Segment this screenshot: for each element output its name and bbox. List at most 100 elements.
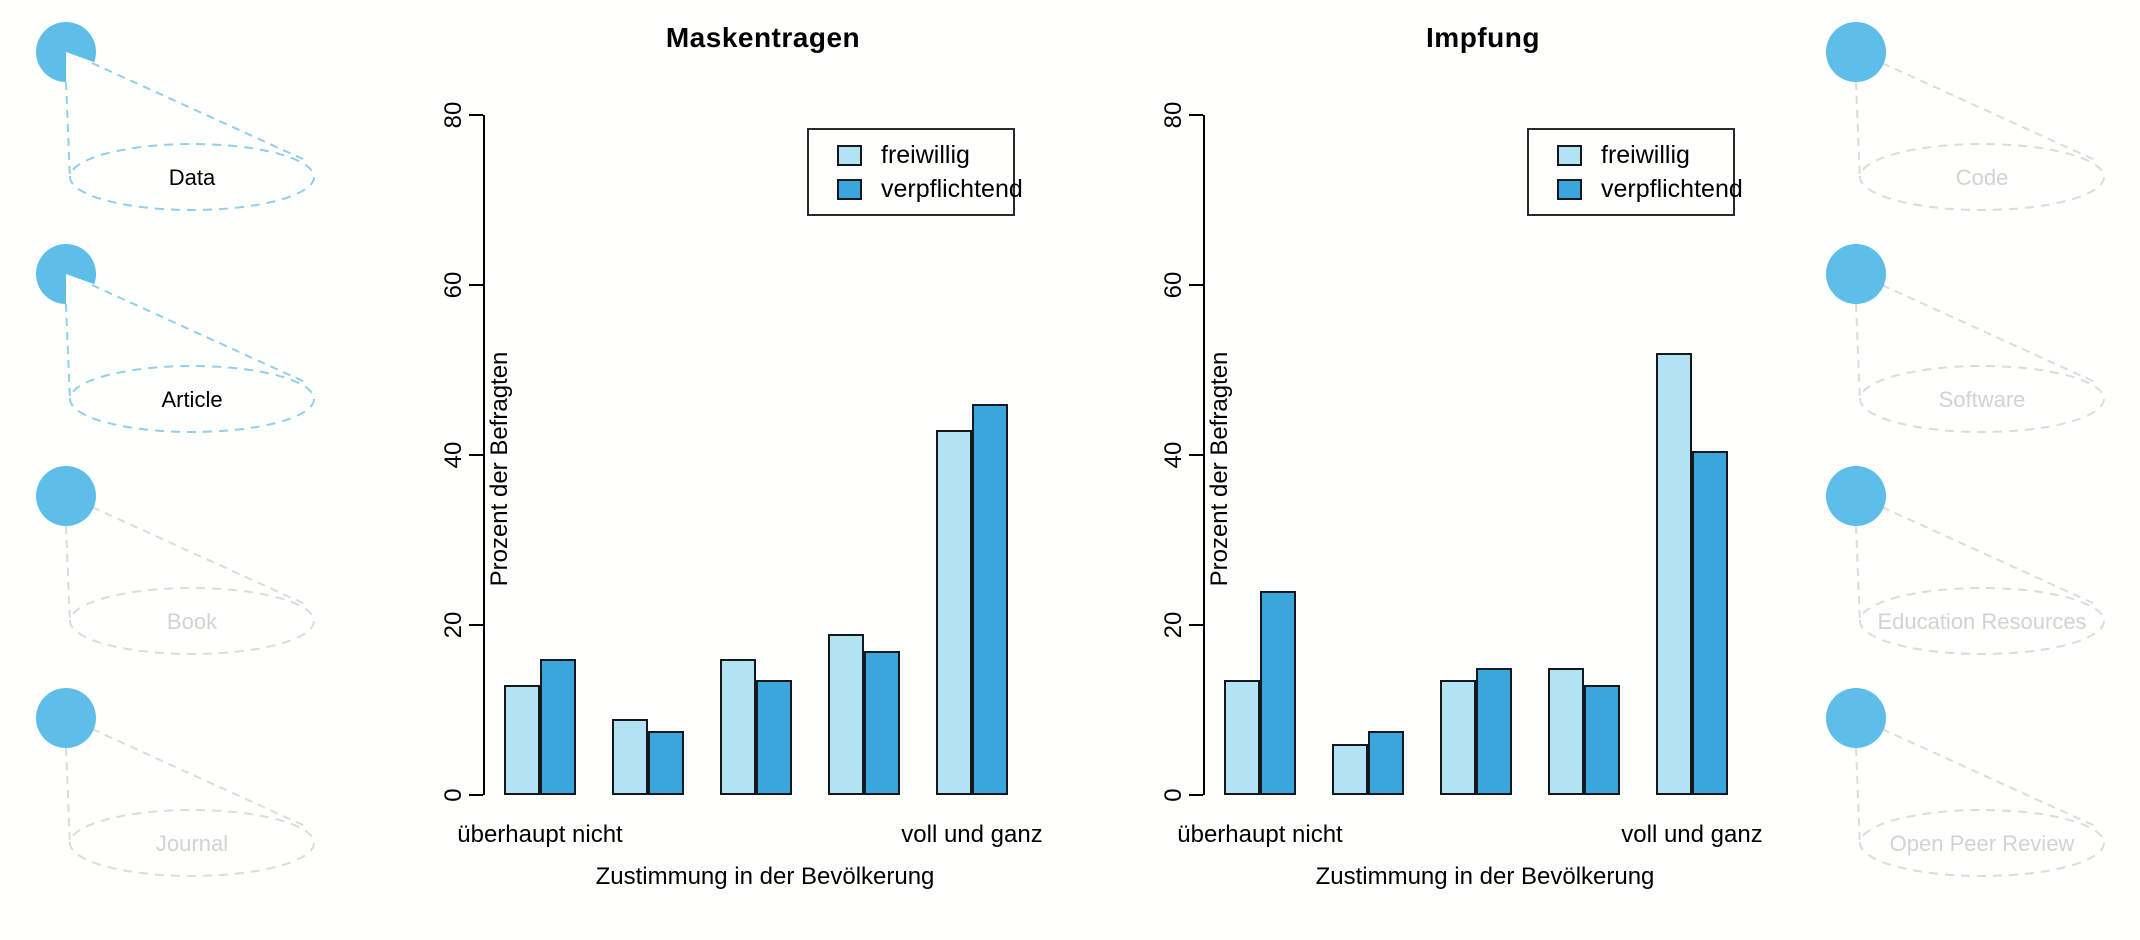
spotlight-item-code: Code <box>1826 22 2105 211</box>
x-axis-label: Zustimmung in der Bevölkerung <box>1315 863 1655 890</box>
legend-label: verpflichtend <box>881 175 1023 203</box>
x-category-label-first: überhaupt nicht <box>457 821 623 848</box>
spotlight-item-data: Data <box>36 22 315 211</box>
bar-verpflichtend-group2 <box>648 731 684 795</box>
target-ellipse <box>1859 143 2105 211</box>
legend-box: freiwillig verpflichtend <box>1527 128 1743 216</box>
target-ellipse <box>69 365 315 433</box>
chart-title: Impfung <box>1426 22 1540 53</box>
full-circle-icon <box>36 688 96 748</box>
spotlight-item-open-peer-review: Open Peer Review <box>1826 688 2105 877</box>
spotlight-label: Open Peer Review <box>1890 831 2075 856</box>
spotlight-label: Software <box>1939 387 2026 412</box>
spotlight-label: Education Resources <box>1877 609 2086 634</box>
beam-line <box>1855 525 1861 625</box>
beam-line <box>91 284 306 383</box>
bar-verpflichtend-group3 <box>1476 667 1512 795</box>
beam-line <box>1881 62 2096 161</box>
legend-label: verpflichtend <box>1601 175 1743 203</box>
bar-verpflichtend-group4 <box>864 650 900 795</box>
spotlight-item-book: Book <box>36 466 315 655</box>
bar-verpflichtend-group3 <box>756 680 792 795</box>
y-tick <box>469 624 483 626</box>
x-axis-label: Zustimmung in der Bevölkerung <box>595 863 935 890</box>
target-ellipse <box>1859 587 2105 655</box>
beam-line <box>65 525 71 625</box>
spotlight-item-journal: Journal <box>36 688 315 877</box>
chart-impfung: Impfung Prozent der Befragten überhaupt … <box>1000 0 1763 940</box>
pie-circle-icon <box>36 244 97 304</box>
bar-freiwillig-group2 <box>1332 744 1368 795</box>
beam-line <box>91 506 306 605</box>
y-tick-label: 60 <box>440 271 467 299</box>
bar-verpflichtend-group2 <box>1368 731 1404 795</box>
plot-area: Prozent der Befragten überhaupt nicht vo… <box>1160 102 1765 890</box>
bar-freiwillig-group4 <box>1548 667 1584 795</box>
target-ellipse <box>1859 809 2105 877</box>
beam-line <box>91 728 306 827</box>
y-tick <box>469 794 483 796</box>
y-tick-label: 20 <box>1160 611 1187 639</box>
legend-swatch-light <box>1557 145 1582 166</box>
bar-verpflichtend-group1 <box>1260 591 1296 795</box>
target-ellipse <box>1859 365 2105 433</box>
y-tick <box>1189 454 1203 456</box>
bar-freiwillig-group2 <box>612 718 648 795</box>
beam-line <box>1855 303 1861 403</box>
legend-entry-freiwillig: freiwillig <box>809 140 1017 170</box>
chart-maskentragen: Maskentragen Prozent der Befragten überh… <box>280 0 1043 940</box>
plot-area: Prozent der Befragten überhaupt nicht vo… <box>440 102 1045 890</box>
y-tick <box>469 114 483 116</box>
x-category-label-first: überhaupt nicht <box>1177 821 1343 848</box>
target-ellipse <box>69 143 315 211</box>
legend-label: freiwillig <box>1601 141 1690 169</box>
beam-line <box>91 62 306 161</box>
beam-line <box>65 81 71 181</box>
full-circle-icon <box>36 466 96 526</box>
y-tick <box>1189 624 1203 626</box>
spotlight-label: Journal <box>156 831 228 856</box>
x-category-label-last: voll und ganz <box>1621 821 1763 848</box>
bar-verpflichtend-group1 <box>540 659 576 795</box>
legend-entry-freiwillig: freiwillig <box>1529 140 1737 170</box>
target-ellipse <box>69 809 315 877</box>
pie-circle-icon <box>36 22 97 82</box>
y-tick-label: 80 <box>440 101 467 129</box>
y-tick-label: 60 <box>1160 271 1187 299</box>
bar-freiwillig-group3 <box>720 659 756 795</box>
spotlight-item-software: Software <box>1826 244 2105 433</box>
beam-line <box>1881 284 2096 383</box>
bar-freiwillig-group1 <box>1224 680 1260 795</box>
beam-line <box>1881 506 2096 605</box>
left-decoration-panel: Data Article Book Journal <box>0 0 330 940</box>
right-decoration-panel: Code Software Education Resources Open Peer… <box>1790 0 2120 940</box>
y-tick <box>1189 794 1203 796</box>
y-tick <box>469 284 483 286</box>
y-tick-label: 40 <box>440 441 467 469</box>
y-tick <box>1189 114 1203 116</box>
bar-freiwillig-group5 <box>1656 353 1692 795</box>
bar-freiwillig-group3 <box>1440 680 1476 795</box>
spotlight-label: Code <box>1956 165 2009 190</box>
legend-box: freiwillig verpflichtend <box>807 128 1023 216</box>
y-axis-label: Prozent der Befragten <box>1206 351 1233 587</box>
chart-title: Maskentragen <box>665 22 861 53</box>
y-tick-label: 40 <box>1160 441 1187 469</box>
y-tick-label: 0 <box>1160 788 1187 802</box>
y-tick-label: 20 <box>440 611 467 639</box>
spotlight-item-article: Article <box>36 244 315 433</box>
y-tick-label: 80 <box>1160 101 1187 129</box>
y-tick-label: 0 <box>440 788 467 802</box>
full-circle-icon <box>1826 688 1886 748</box>
legend-entry-verpflichtend: verpflichtend <box>1529 174 1743 204</box>
legend-swatch-dark <box>837 179 862 200</box>
y-tick <box>1189 284 1203 286</box>
target-ellipse <box>69 587 315 655</box>
beam-line <box>1855 81 1861 181</box>
beam-line <box>65 747 71 847</box>
y-tick <box>469 454 483 456</box>
bar-freiwillig-group1 <box>504 684 540 795</box>
bar-verpflichtend-group4 <box>1584 684 1620 795</box>
spotlight-item-education-resources: Education Resources <box>1826 466 2105 655</box>
